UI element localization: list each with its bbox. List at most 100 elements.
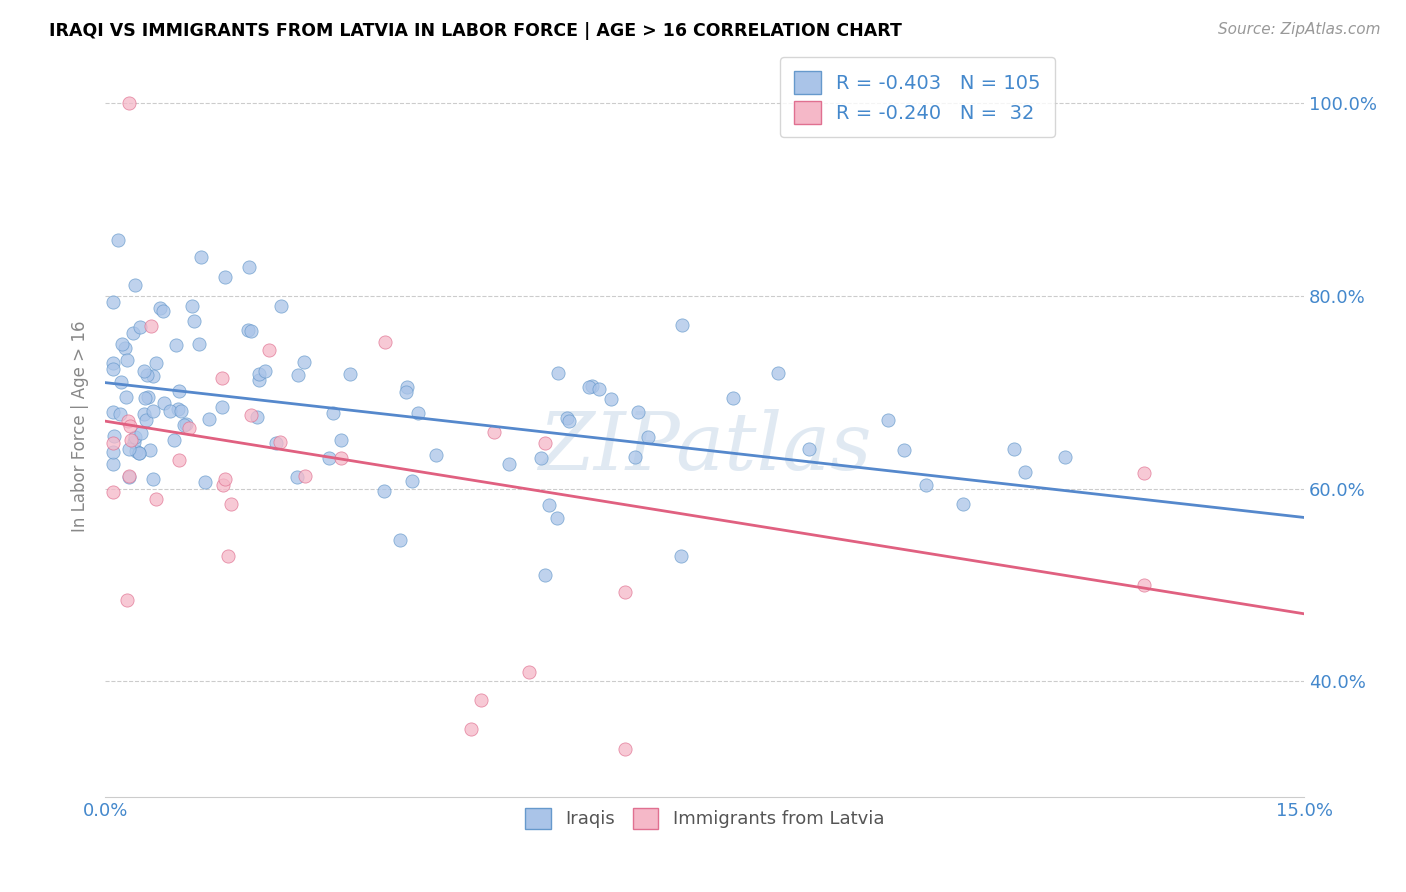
Point — [108, 407, 131, 421]
Point — [148, 301, 170, 315]
Point — [125, 443, 148, 458]
Point — [721, 391, 744, 405]
Y-axis label: In Labor Force | Age > 16: In Labor Force | Age > 16 — [72, 320, 89, 532]
Text: Source: ZipAtlas.com: Source: ZipAtlas.com — [1218, 22, 1381, 37]
Point — [318, 451, 340, 466]
Text: ZIPatlas: ZIPatlas — [538, 409, 872, 487]
Point — [395, 384, 418, 399]
Point — [138, 443, 160, 458]
Point — [103, 457, 125, 471]
Point — [142, 369, 165, 384]
Point — [103, 435, 125, 450]
Point — [132, 408, 155, 422]
Point — [1053, 450, 1076, 464]
Point — [952, 497, 974, 511]
Point — [118, 470, 141, 484]
Point — [103, 404, 125, 418]
Point — [339, 368, 361, 382]
Point — [118, 442, 141, 457]
Point — [530, 450, 553, 465]
Point — [142, 472, 165, 486]
Point — [194, 475, 217, 489]
Point — [138, 390, 160, 404]
Point — [141, 404, 163, 418]
Point — [176, 417, 198, 432]
Point — [269, 435, 291, 450]
Point — [671, 318, 693, 332]
Point — [517, 665, 540, 679]
Point — [118, 468, 141, 483]
Point — [246, 409, 269, 424]
Point — [484, 425, 506, 440]
Point — [115, 390, 138, 404]
Point — [187, 337, 209, 351]
Point — [389, 533, 412, 547]
Point — [266, 436, 288, 450]
Point — [877, 413, 900, 427]
Point — [558, 414, 581, 428]
Point — [152, 304, 174, 318]
Point — [179, 421, 201, 435]
Point — [270, 299, 292, 313]
Point — [322, 406, 344, 420]
Point — [128, 446, 150, 460]
Point — [103, 484, 125, 499]
Point — [117, 592, 139, 607]
Point — [406, 405, 429, 419]
Point — [538, 498, 561, 512]
Point — [103, 362, 125, 376]
Point — [470, 693, 492, 707]
Point — [129, 425, 152, 440]
Point — [214, 472, 236, 486]
Point — [498, 458, 520, 472]
Point — [285, 469, 308, 483]
Point — [124, 277, 146, 292]
Point — [190, 251, 212, 265]
Point — [153, 396, 176, 410]
Point — [217, 549, 239, 563]
Point — [396, 380, 419, 394]
Point — [134, 391, 156, 405]
Point — [132, 364, 155, 378]
Point — [211, 400, 233, 414]
Point — [103, 294, 125, 309]
Point — [546, 511, 568, 525]
Point — [401, 474, 423, 488]
Point — [624, 450, 647, 464]
Point — [247, 373, 270, 387]
Point — [180, 299, 202, 313]
Point — [170, 404, 193, 418]
Point — [627, 405, 650, 419]
Point — [247, 367, 270, 381]
Legend: Iraqis, Immigrants from Latvia: Iraqis, Immigrants from Latvia — [517, 801, 891, 836]
Point — [111, 337, 134, 351]
Point — [425, 448, 447, 462]
Point — [110, 376, 132, 390]
Point — [117, 414, 139, 428]
Point — [797, 442, 820, 457]
Point — [103, 428, 125, 442]
Point — [114, 341, 136, 355]
Point — [163, 433, 186, 447]
Point — [212, 478, 235, 492]
Point — [578, 379, 600, 393]
Point — [240, 408, 263, 422]
Point — [915, 477, 938, 491]
Point — [373, 484, 395, 499]
Point — [893, 443, 915, 458]
Point — [581, 378, 603, 392]
Point — [460, 723, 482, 737]
Point — [236, 323, 259, 337]
Point — [219, 497, 242, 511]
Point — [173, 417, 195, 432]
Point — [159, 404, 181, 418]
Point — [239, 324, 262, 338]
Point — [330, 450, 353, 465]
Point — [115, 352, 138, 367]
Text: IRAQI VS IMMIGRANTS FROM LATVIA IN LABOR FORCE | AGE > 16 CORRELATION CHART: IRAQI VS IMMIGRANTS FROM LATVIA IN LABOR… — [49, 22, 903, 40]
Point — [124, 430, 146, 444]
Point — [533, 435, 555, 450]
Point — [533, 568, 555, 582]
Point — [124, 435, 146, 450]
Point — [329, 433, 352, 447]
